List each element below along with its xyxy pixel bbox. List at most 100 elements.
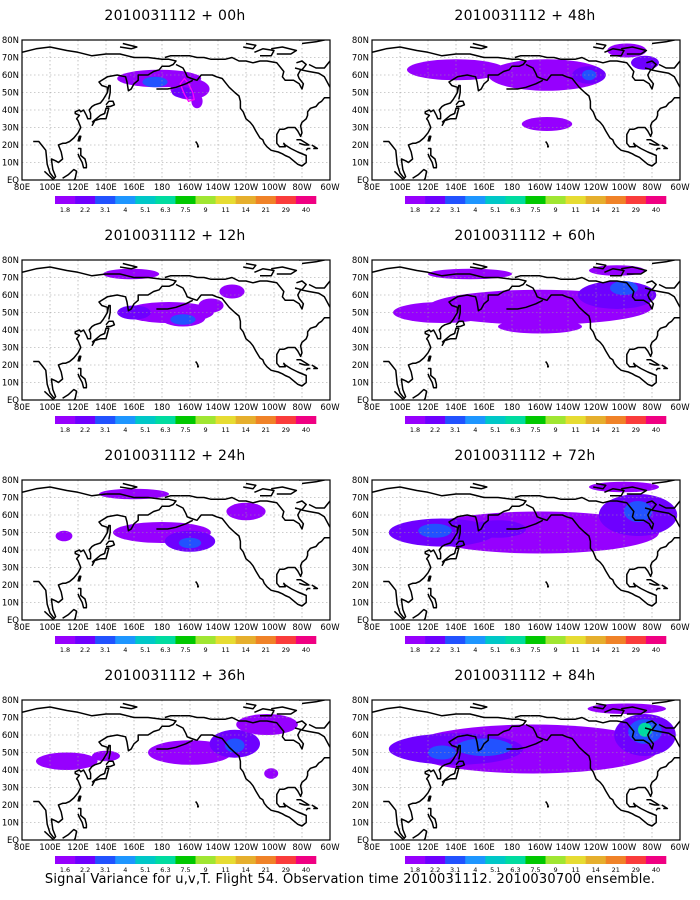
lon-tick-label: 140W (556, 403, 581, 413)
coastline (661, 804, 669, 810)
lat-lon-grid (372, 260, 680, 400)
lat-tick-label: 30N (2, 784, 19, 794)
lat-tick-label: 10N (2, 379, 19, 389)
lat-tick-label: 40N (352, 326, 369, 336)
lon-tick-label: 60W (670, 843, 690, 853)
coastline (644, 500, 657, 511)
coastline (393, 170, 405, 180)
coastline (661, 364, 669, 370)
color-scale-swatch (195, 196, 216, 204)
coastline (427, 367, 438, 389)
lon-tick-label: 140E (95, 183, 117, 193)
coastline (646, 359, 660, 366)
color-scale-swatch (175, 636, 196, 644)
coastline (294, 280, 307, 291)
color-scale-tick-label: 3.1 (100, 866, 110, 874)
coastline (655, 587, 661, 591)
coastline (646, 799, 660, 806)
variance-region (631, 55, 659, 70)
color-scale-swatch (565, 196, 586, 204)
color-scale-tick-label: 6.3 (510, 206, 520, 214)
variance-map: 80E 100E 120E 140E 160E 180 160W 140W 120W 100W 80… (352, 696, 690, 874)
lon-tick-label: 180 (154, 183, 170, 193)
lon-tick-label: 140W (206, 843, 231, 853)
lon-tick-label: 100W (612, 403, 637, 413)
coastline (243, 42, 257, 50)
color-scale-swatch (275, 416, 297, 424)
color-scale-tick-label: 1.8 (410, 646, 420, 654)
color-scale-swatch (405, 196, 426, 204)
lat-tick-label: 10N (2, 819, 19, 829)
lat-tick-label: EQ (7, 396, 19, 406)
color-scale-swatch (425, 856, 446, 864)
map-frame (21, 479, 331, 621)
lat-tick-label: EQ (357, 616, 369, 626)
lon-tick-label: 100E (389, 183, 411, 193)
coastline (311, 364, 319, 370)
color-scale-tick-label: 40 (652, 646, 660, 654)
color-scale-tick-label: 21 (262, 646, 270, 654)
coastline (254, 708, 275, 717)
color-scale-swatch (255, 416, 277, 424)
lat-tick-label: 30N (352, 784, 369, 794)
lat-tick-label: 40N (2, 546, 19, 556)
lat-lon-grid (372, 480, 680, 620)
lon-tick-label: 160W (528, 843, 553, 853)
lat-tick-label: 50N (2, 749, 19, 759)
coastline (646, 579, 660, 586)
lat-tick-label: 40N (2, 326, 19, 336)
coastline (175, 63, 330, 167)
lat-tick-label: 50N (2, 309, 19, 319)
coastline (299, 40, 326, 45)
coastline (195, 581, 200, 588)
coastline (514, 715, 531, 719)
color-scale-swatch (255, 636, 277, 644)
map-frame (371, 699, 681, 841)
lon-tick-label: 120E (67, 843, 89, 853)
color-scale-tick-label: 2.2 (80, 646, 90, 654)
lon-tick-label: 60W (670, 183, 690, 193)
lon-tick-label: 160W (178, 623, 203, 633)
color-scale-tick-label: 2.2 (430, 866, 440, 874)
lat-tick-label: 50N (2, 89, 19, 99)
color-scale-tick-label: 40 (652, 206, 660, 214)
color-scale-swatch (215, 416, 236, 424)
color-scale-swatch (115, 416, 136, 424)
coastline (308, 500, 330, 509)
lat-tick-label: 60N (352, 731, 369, 741)
coastline (77, 795, 82, 802)
lon-tick-label: 160E (123, 843, 145, 853)
color-scale-tick-label: 3.1 (450, 206, 460, 214)
variance-region (393, 302, 491, 323)
coastline (393, 830, 405, 840)
coastline (43, 390, 55, 400)
coastline (305, 147, 311, 151)
coastline (604, 708, 625, 717)
color-scale-tick-label: 29 (632, 646, 640, 654)
coastline (649, 40, 676, 45)
coastline (525, 723, 680, 827)
color-scale-swatch (255, 196, 277, 204)
coastline (243, 262, 257, 270)
coastline (91, 327, 110, 347)
lon-tick-label: 80E (364, 843, 380, 853)
coastline (91, 547, 110, 567)
coastline (530, 55, 680, 90)
color-scale-tick-label: 2.2 (80, 206, 90, 214)
lat-tick-label: 70N (352, 274, 369, 284)
panel-title: 2010031112 + 00h (104, 8, 246, 24)
color-scale-swatch (645, 196, 667, 204)
variance-region (428, 745, 456, 760)
map-panel: 2010031112 + 60h 80E 100E 120E 140E 160E 180 1… (350, 220, 700, 440)
variance-region (55, 530, 73, 542)
color-scale-tick-label: 14 (242, 206, 250, 214)
lon-tick-label: 160E (473, 843, 495, 853)
coastline (43, 170, 55, 180)
coastline (644, 720, 657, 731)
color-scale-tick-label: 21 (262, 206, 270, 214)
color-scale-swatch (155, 636, 176, 644)
coastlines (372, 700, 680, 840)
coastline (271, 266, 298, 275)
color-scale-tick-label: 29 (282, 206, 290, 214)
lat-tick-label: EQ (7, 836, 19, 846)
